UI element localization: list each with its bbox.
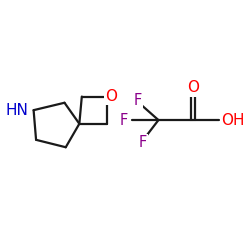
- Text: OH: OH: [221, 112, 244, 128]
- Text: F: F: [138, 135, 146, 150]
- Text: O: O: [105, 89, 117, 104]
- Text: O: O: [187, 80, 199, 96]
- Text: HN: HN: [5, 103, 28, 118]
- Text: F: F: [133, 93, 141, 108]
- Text: F: F: [120, 112, 128, 128]
